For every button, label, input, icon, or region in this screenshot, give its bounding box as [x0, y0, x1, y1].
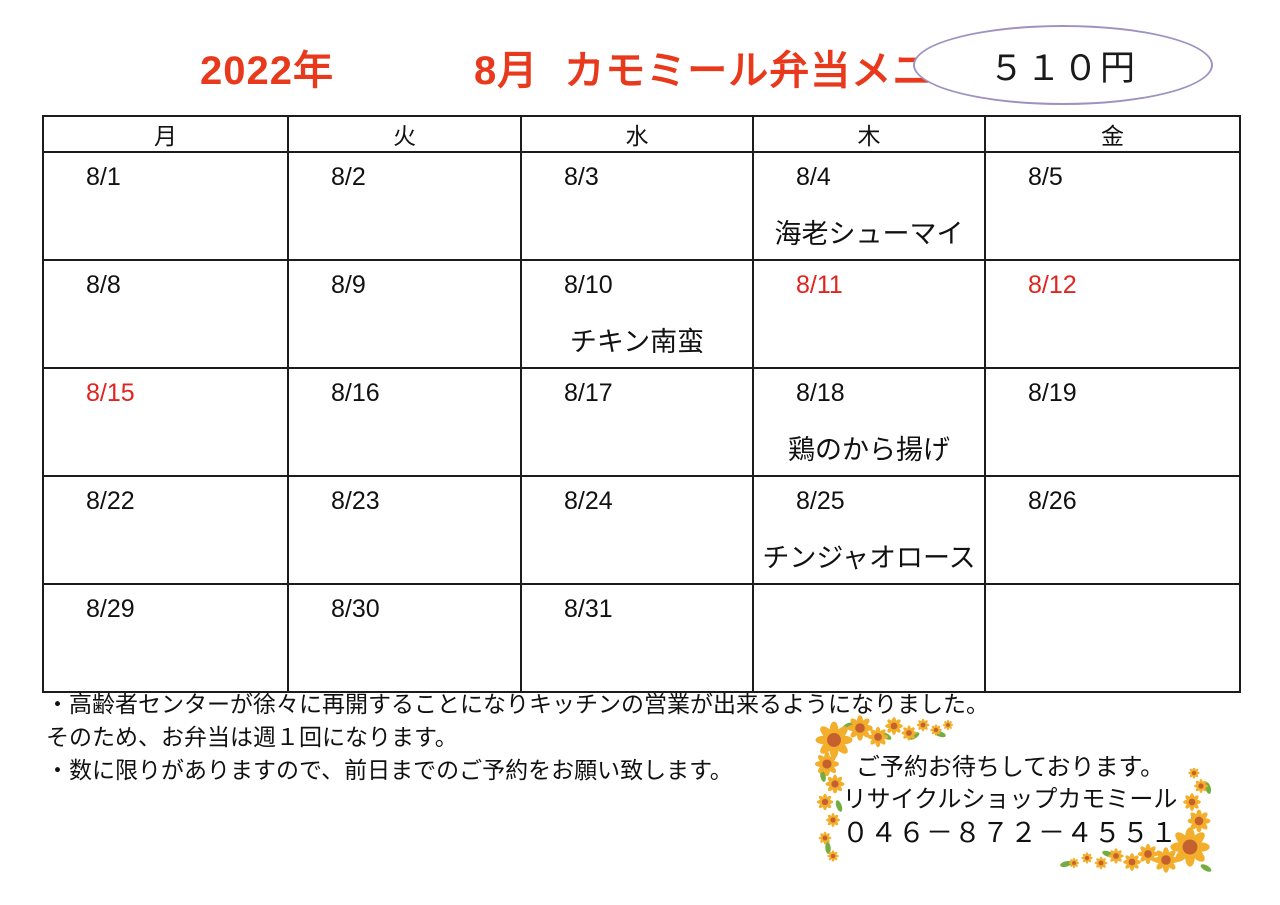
calendar-cell: 8/31 [520, 583, 754, 693]
date-label: 8/18 [796, 379, 845, 407]
calendar-cell: 8/26 [984, 475, 1241, 585]
calendar-week-row: 8/8 8/9 8/10 チキン南蛮 8/11 8/12 [42, 259, 1241, 369]
calendar-cell: 8/5 [984, 151, 1241, 261]
calendar-cell-bento-day: 8/25 チンジャオロース [752, 475, 986, 585]
calendar-cell: 8/22 [42, 475, 289, 585]
weekday-header-mon: 月 [42, 115, 289, 153]
date-label: 8/19 [1028, 379, 1077, 407]
calendar-cell-empty [984, 583, 1241, 693]
date-label: 8/23 [331, 487, 380, 515]
weekday-header-fri: 金 [984, 115, 1241, 153]
shop-name: リサイクルショップカモミール [842, 786, 1178, 813]
date-label: 8/31 [564, 595, 613, 623]
calendar-week-row: 8/1 8/2 8/3 8/4 海老シューマイ 8/5 [42, 151, 1241, 261]
date-label: 8/22 [86, 487, 135, 515]
menu-label: チンジャオロース [762, 543, 976, 573]
calendar-cell: 8/2 [287, 151, 522, 261]
note-line: そのため、お弁当は週１回になります。 [46, 724, 458, 750]
date-label: 8/30 [331, 595, 380, 623]
note-line: ・数に限りがありますので、前日までのご予約をお願い致します。 [46, 757, 733, 783]
menu-label: 鶏のから揚げ [788, 435, 950, 465]
weekday-header-thu: 木 [752, 115, 986, 153]
date-label-holiday: 8/12 [1028, 271, 1077, 299]
calendar-cell: 8/17 [520, 367, 754, 477]
price-badge: ５１０円 [913, 25, 1213, 105]
calendar-cell-bento-day: 8/18 鶏のから揚げ [752, 367, 986, 477]
date-label: 8/4 [796, 163, 831, 191]
date-label [754, 585, 984, 595]
weekday-header-row: 月 火 水 木 金 [42, 115, 1241, 153]
date-label-holiday: 8/11 [796, 271, 843, 299]
sunflower-border-top-left-icon [814, 715, 954, 862]
calendar-cell: 8/11 [752, 259, 986, 369]
weekday-header-tue: 火 [287, 115, 522, 153]
menu-label: チキン南蛮 [569, 327, 705, 357]
bento-calendar: 月 火 水 木 金 8/1 8/2 8/3 8/4 海老シューマイ 8/5 8/… [42, 115, 1241, 693]
date-label: 8/1 [86, 163, 121, 191]
calendar-cell-bento-day: 8/10 チキン南蛮 [520, 259, 754, 369]
date-label: 8/2 [331, 163, 366, 191]
date-label: 8/17 [564, 379, 613, 407]
calendar-cell: 8/19 [984, 367, 1241, 477]
date-label: 8/9 [331, 271, 366, 299]
weekday-header-wed: 水 [520, 115, 754, 153]
date-label: 8/29 [86, 595, 135, 623]
calendar-week-row: 8/29 8/30 8/31 [42, 583, 1241, 693]
calendar-cell: 8/29 [42, 583, 289, 693]
calendar-cell: 8/8 [42, 259, 289, 369]
contact-block: ご予約お待ちしております。 リサイクルショップカモミール ０４６－８７２－４５５… [826, 752, 1194, 850]
calendar-cell-empty [752, 583, 986, 693]
calendar-cell: 8/16 [287, 367, 522, 477]
footer-notes: ・高齢者センターが徐々に再開することになりキッチンの営業が出来るようになりました… [46, 688, 989, 787]
date-label-holiday: 8/15 [86, 379, 135, 407]
calendar-cell: 8/15 [42, 367, 289, 477]
date-label: 8/8 [86, 271, 121, 299]
calendar-week-row: 8/15 8/16 8/17 8/18 鶏のから揚げ 8/19 [42, 367, 1241, 477]
price-label: ５１０円 [988, 48, 1137, 88]
calendar-cell: 8/23 [287, 475, 522, 585]
menu-label: 海老シューマイ [774, 219, 964, 249]
calendar-cell: 8/24 [520, 475, 754, 585]
calendar-cell: 8/1 [42, 151, 289, 261]
calendar-week-row: 8/22 8/23 8/24 8/25 チンジャオロース 8/26 [42, 475, 1241, 585]
calendar-cell: 8/12 [984, 259, 1241, 369]
calendar-cell: 8/9 [287, 259, 522, 369]
date-label: 8/3 [564, 163, 599, 191]
date-label: 8/24 [564, 487, 613, 515]
calendar-cell: 8/3 [520, 151, 754, 261]
page-title: 2022年 8月 カモミール弁当メニュー [200, 38, 1015, 96]
date-label: 8/10 [564, 271, 613, 299]
date-label [986, 585, 1239, 595]
title-year: 2022年 [200, 49, 334, 93]
date-label: 8/5 [1028, 163, 1063, 191]
phone-number: ０４６－８７２－４５５１ [842, 818, 1178, 848]
title-month: 8月 [473, 49, 539, 93]
calendar-cell: 8/30 [287, 583, 522, 693]
sunflower-border-bottom-right-icon [1059, 768, 1213, 874]
date-label: 8/26 [1028, 487, 1077, 515]
date-label: 8/25 [796, 487, 845, 515]
calendar-cell-bento-day: 8/4 海老シューマイ [752, 151, 986, 261]
reservation-message: ご予約お待ちしております。 [855, 754, 1165, 781]
note-line: ・高齢者センターが徐々に再開することになりキッチンの営業が出来るようになりました… [46, 691, 989, 717]
date-label: 8/16 [331, 379, 380, 407]
